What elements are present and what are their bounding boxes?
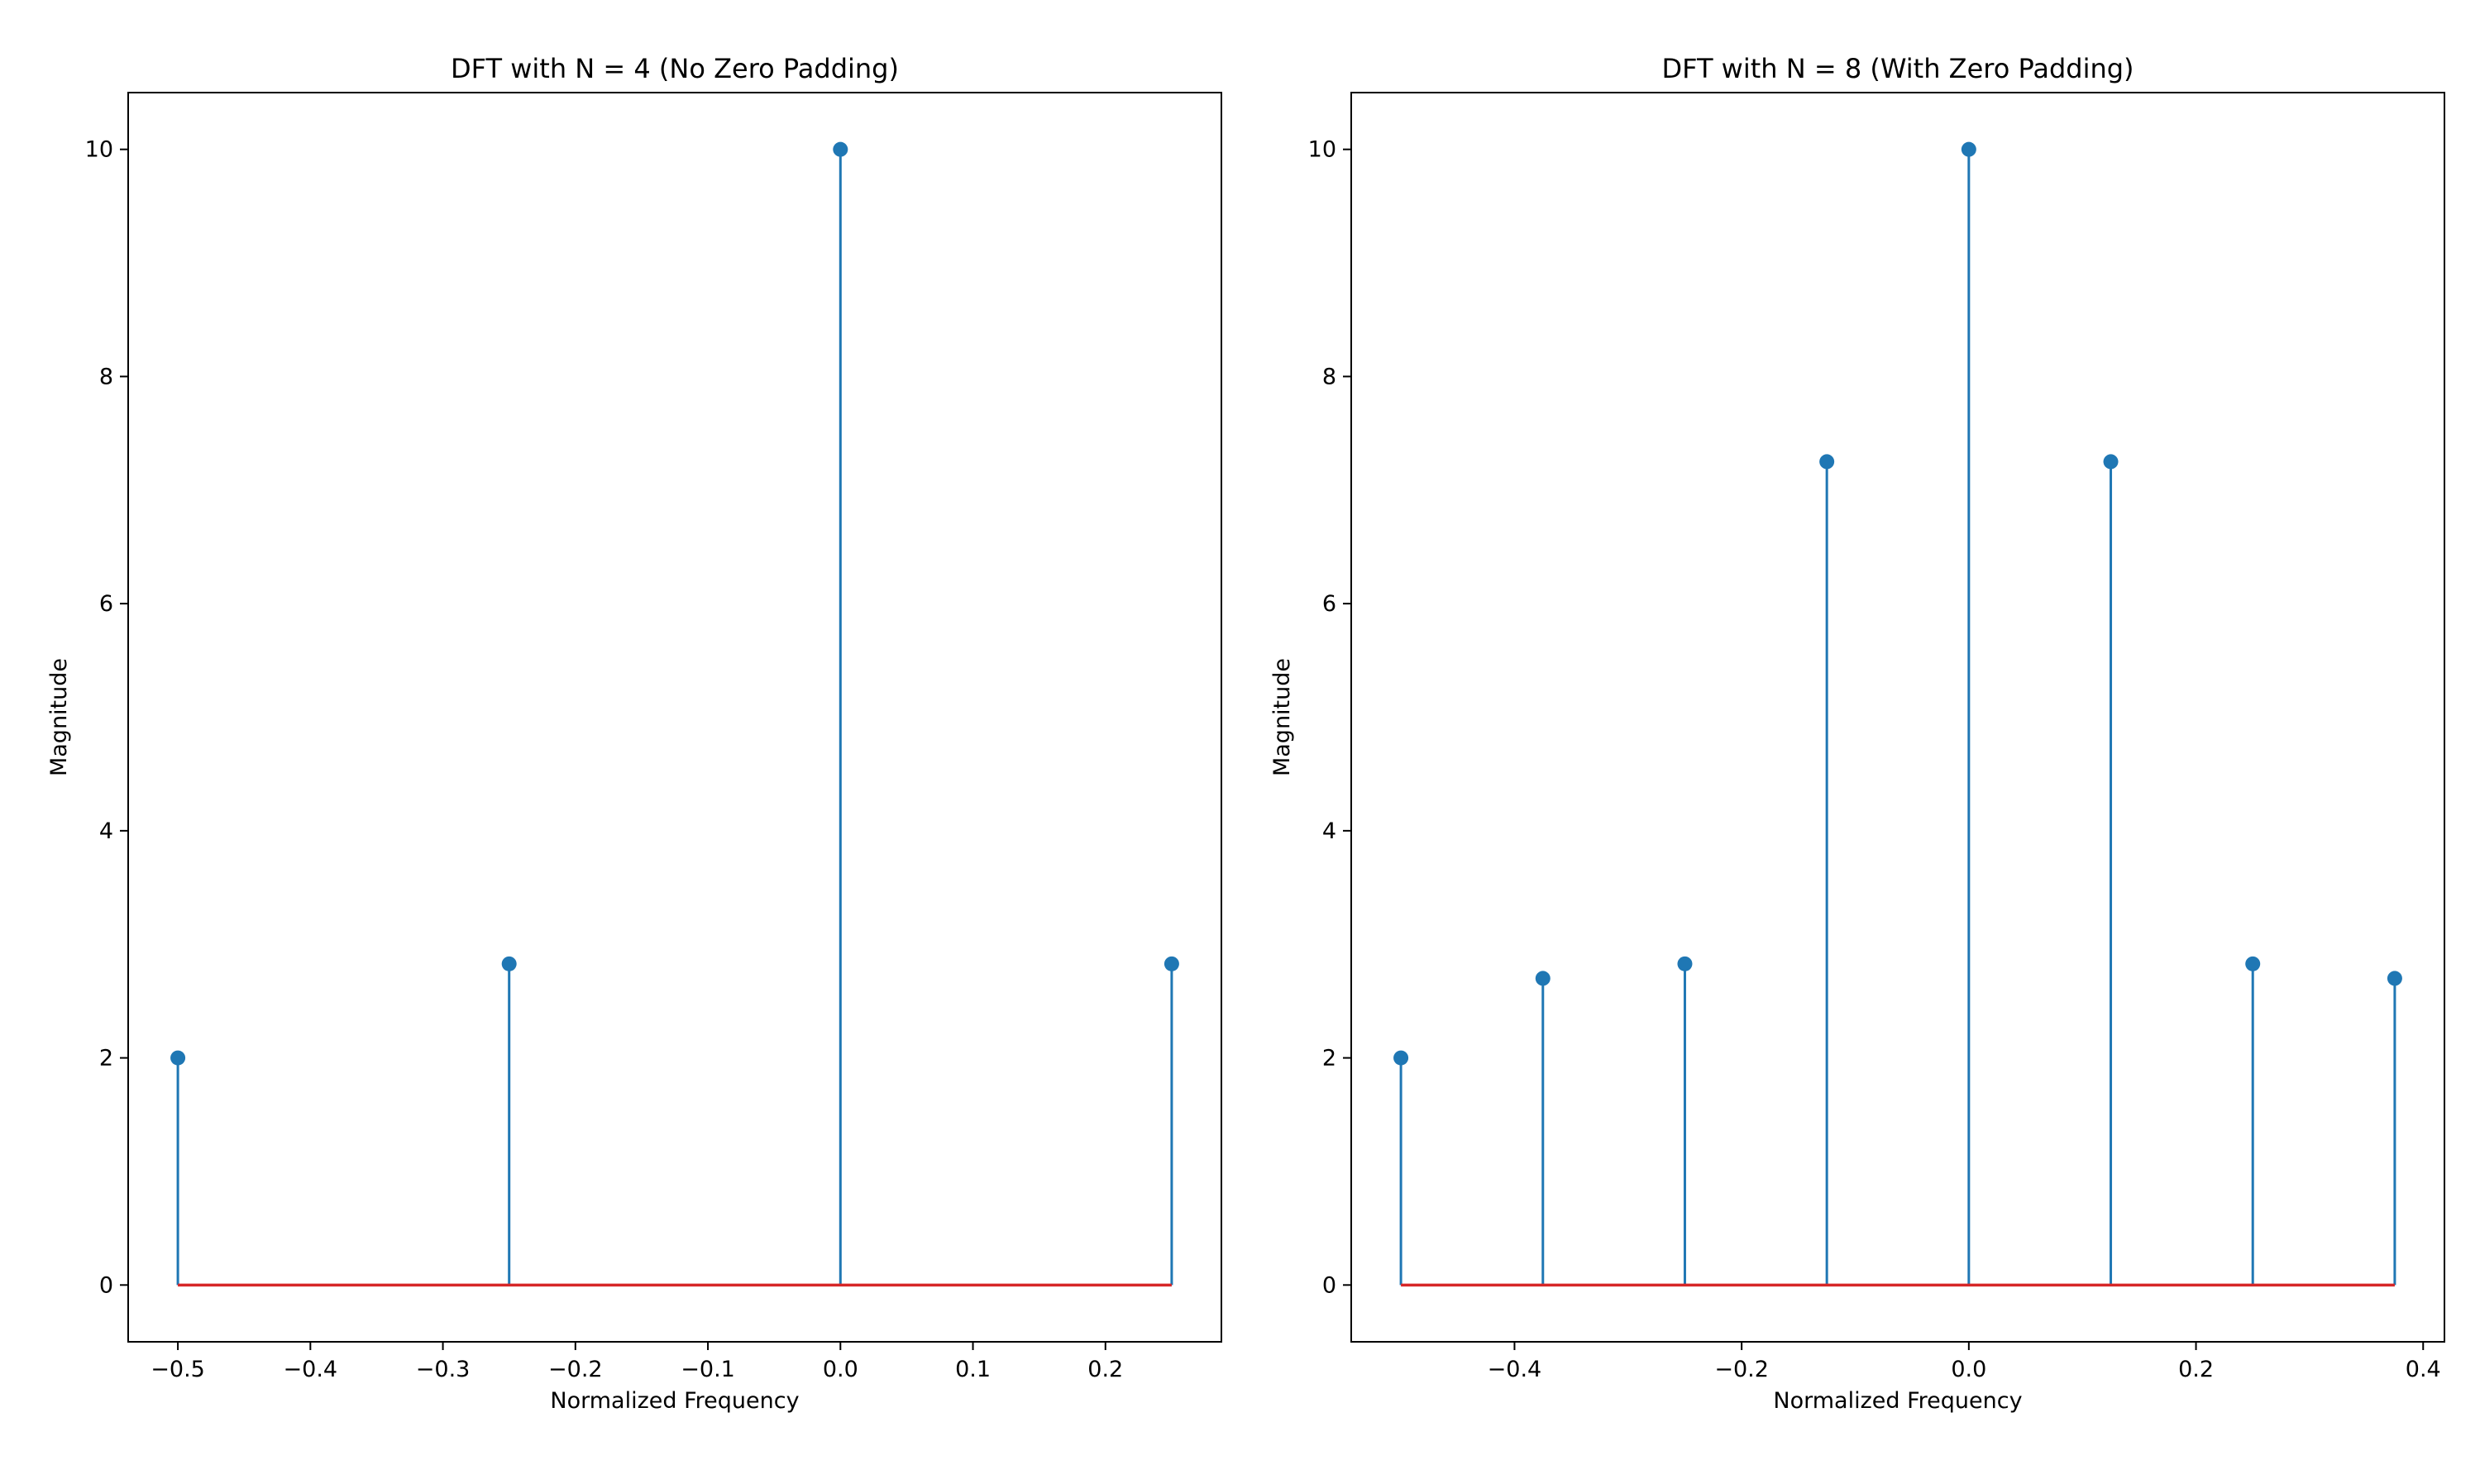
stem-marker xyxy=(2387,971,2402,986)
stem-marker xyxy=(1393,1050,1409,1066)
chart-title: DFT with N = 8 (With Zero Padding) xyxy=(1661,53,2134,84)
x-tick-label: −0.5 xyxy=(151,1357,205,1382)
y-tick-label: 8 xyxy=(99,364,113,389)
stem-marker xyxy=(501,956,517,971)
x-tick-label: −0.3 xyxy=(416,1357,471,1382)
stem-marker xyxy=(170,1050,186,1066)
y-tick-label: 10 xyxy=(1308,137,1336,163)
y-axis-label: Magnitude xyxy=(1269,658,1295,776)
axes-frame xyxy=(127,92,1222,1343)
y-tick-label: 0 xyxy=(99,1272,113,1298)
stem-marker xyxy=(2245,956,2261,971)
x-tick-label: 0.1 xyxy=(955,1357,991,1382)
y-tick-label: 2 xyxy=(99,1046,113,1071)
x-tick-label: −0.2 xyxy=(548,1357,603,1382)
stem-marks xyxy=(170,141,1179,1287)
x-tick-label: 0.4 xyxy=(2406,1357,2441,1382)
chart-dft-n4: DFT with N = 4 (No Zero Padding) Normali… xyxy=(46,53,1222,1414)
x-tick-label: −0.1 xyxy=(681,1357,735,1382)
y-tick-label: 6 xyxy=(1322,591,1336,617)
stem-marker xyxy=(1535,971,1551,986)
stem-marks xyxy=(1393,141,2402,1287)
y-tick-label: 0 xyxy=(1322,1272,1336,1298)
x-tick-label: 0.0 xyxy=(823,1357,858,1382)
chart-title: DFT with N = 4 (No Zero Padding) xyxy=(451,53,899,84)
stem-marker xyxy=(1677,956,1693,971)
y-axis-label: Magnitude xyxy=(46,658,72,776)
stem-marker xyxy=(2103,454,2119,470)
x-tick-label: 0.2 xyxy=(1087,1357,1123,1382)
y-tick-label: 6 xyxy=(99,591,113,617)
stem-marker xyxy=(833,141,848,157)
x-tick-label: −0.4 xyxy=(1488,1357,1542,1382)
y-tick-label: 2 xyxy=(1322,1046,1336,1071)
x-tick-label: −0.4 xyxy=(284,1357,338,1382)
stem-marker xyxy=(1164,956,1179,971)
x-axis-label: Normalized Frequency xyxy=(550,1388,799,1414)
y-tick-label: 4 xyxy=(99,818,113,844)
x-tick-label: 0.0 xyxy=(1951,1357,1986,1382)
x-axis-label: Normalized Frequency xyxy=(1773,1388,2022,1414)
stem-marker xyxy=(1819,454,1835,470)
axis-ticks: −0.4 −0.2 0.0 0.2 0.4 0 2 4 6 8 10 xyxy=(1308,137,2441,1382)
y-tick-label: 4 xyxy=(1322,818,1336,844)
y-tick-label: 10 xyxy=(85,137,113,163)
x-tick-label: −0.2 xyxy=(1714,1357,1769,1382)
chart-dft-n8: DFT with N = 8 (With Zero Padding) Norma… xyxy=(1269,53,2445,1414)
axes-frame xyxy=(1350,92,2445,1343)
x-tick-label: 0.2 xyxy=(2178,1357,2214,1382)
axis-ticks: −0.5 −0.4 −0.3 −0.2 −0.1 0.0 0.1 0.2 0 2 4 6 8 10 xyxy=(85,137,1124,1382)
y-tick-label: 8 xyxy=(1322,364,1336,389)
stem-marker xyxy=(1961,141,1976,157)
